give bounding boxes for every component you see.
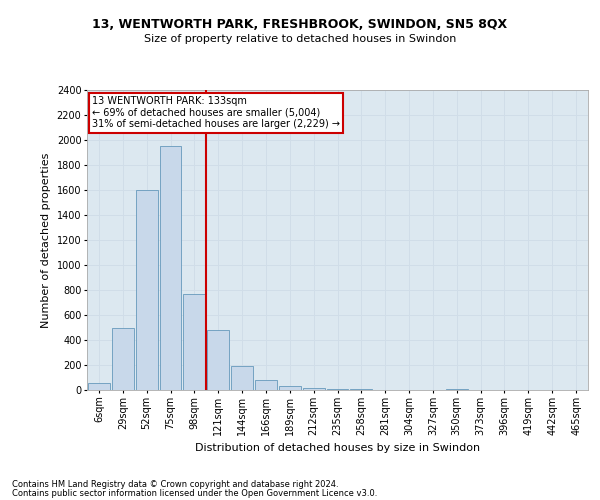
X-axis label: Distribution of detached houses by size in Swindon: Distribution of detached houses by size … [195, 444, 480, 454]
Bar [231, 366, 253, 390]
Bar [279, 386, 301, 390]
Y-axis label: Number of detached properties: Number of detached properties [41, 152, 51, 328]
Bar [136, 190, 158, 390]
Bar [207, 330, 229, 390]
Text: Contains public sector information licensed under the Open Government Licence v3: Contains public sector information licen… [12, 488, 377, 498]
Bar [88, 383, 110, 390]
Bar [160, 146, 181, 390]
Bar [446, 389, 468, 390]
Bar [255, 380, 277, 390]
Bar [184, 294, 205, 390]
Text: 13, WENTWORTH PARK, FRESHBROOK, SWINDON, SN5 8QX: 13, WENTWORTH PARK, FRESHBROOK, SWINDON,… [92, 18, 508, 30]
Bar [302, 388, 325, 390]
Text: 13 WENTWORTH PARK: 133sqm
← 69% of detached houses are smaller (5,004)
31% of se: 13 WENTWORTH PARK: 133sqm ← 69% of detac… [92, 96, 340, 129]
Text: Size of property relative to detached houses in Swindon: Size of property relative to detached ho… [144, 34, 456, 44]
Bar [112, 328, 134, 390]
Text: Contains HM Land Registry data © Crown copyright and database right 2024.: Contains HM Land Registry data © Crown c… [12, 480, 338, 489]
